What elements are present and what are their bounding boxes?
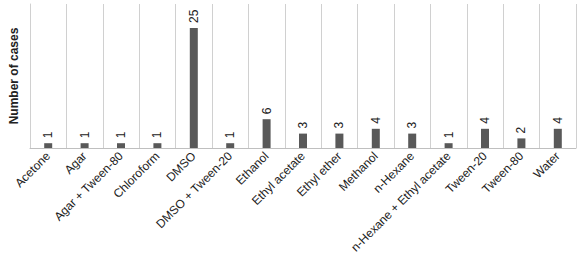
svg-text:DMSO + Tween-20: DMSO + Tween-20 bbox=[153, 149, 235, 231]
svg-text:1: 1 bbox=[114, 131, 128, 138]
svg-text:6: 6 bbox=[260, 107, 274, 114]
svg-text:Agar + Tween-80: Agar + Tween-80 bbox=[51, 149, 126, 224]
svg-text:1: 1 bbox=[223, 131, 237, 138]
svg-text:1: 1 bbox=[442, 131, 456, 138]
svg-text:Ethyl acetate: Ethyl acetate bbox=[249, 149, 308, 208]
svg-text:Number of cases: Number of cases bbox=[7, 27, 21, 124]
svg-text:Chloroform: Chloroform bbox=[111, 149, 163, 201]
svg-text:3: 3 bbox=[332, 122, 346, 129]
svg-text:3: 3 bbox=[296, 122, 310, 129]
svg-text:Ethanol: Ethanol bbox=[232, 149, 272, 188]
svg-text:4: 4 bbox=[369, 117, 383, 124]
svg-text:4: 4 bbox=[478, 117, 492, 124]
svg-text:Ethyl ether: Ethyl ether bbox=[294, 149, 344, 199]
svg-text:4: 4 bbox=[551, 117, 565, 124]
svg-text:Tween-80: Tween-80 bbox=[479, 149, 526, 196]
svg-text:1: 1 bbox=[78, 131, 92, 138]
svg-text:n-Hexane + Ethyl acetate: n-Hexane + Ethyl acetate bbox=[348, 149, 454, 255]
svg-text:1: 1 bbox=[150, 131, 164, 138]
svg-text:3: 3 bbox=[405, 122, 419, 129]
svg-text:2: 2 bbox=[514, 126, 528, 133]
svg-text:25: 25 bbox=[187, 9, 201, 23]
svg-text:Water: Water bbox=[531, 149, 563, 181]
svg-text:Tween-20: Tween-20 bbox=[442, 149, 490, 197]
svg-text:Acetone: Acetone bbox=[12, 149, 53, 190]
svg-text:Agar: Agar bbox=[62, 149, 90, 177]
svg-text:Methanol: Methanol bbox=[336, 149, 381, 194]
svg-text:1: 1 bbox=[41, 131, 55, 138]
svg-text:DMSO: DMSO bbox=[163, 149, 198, 184]
